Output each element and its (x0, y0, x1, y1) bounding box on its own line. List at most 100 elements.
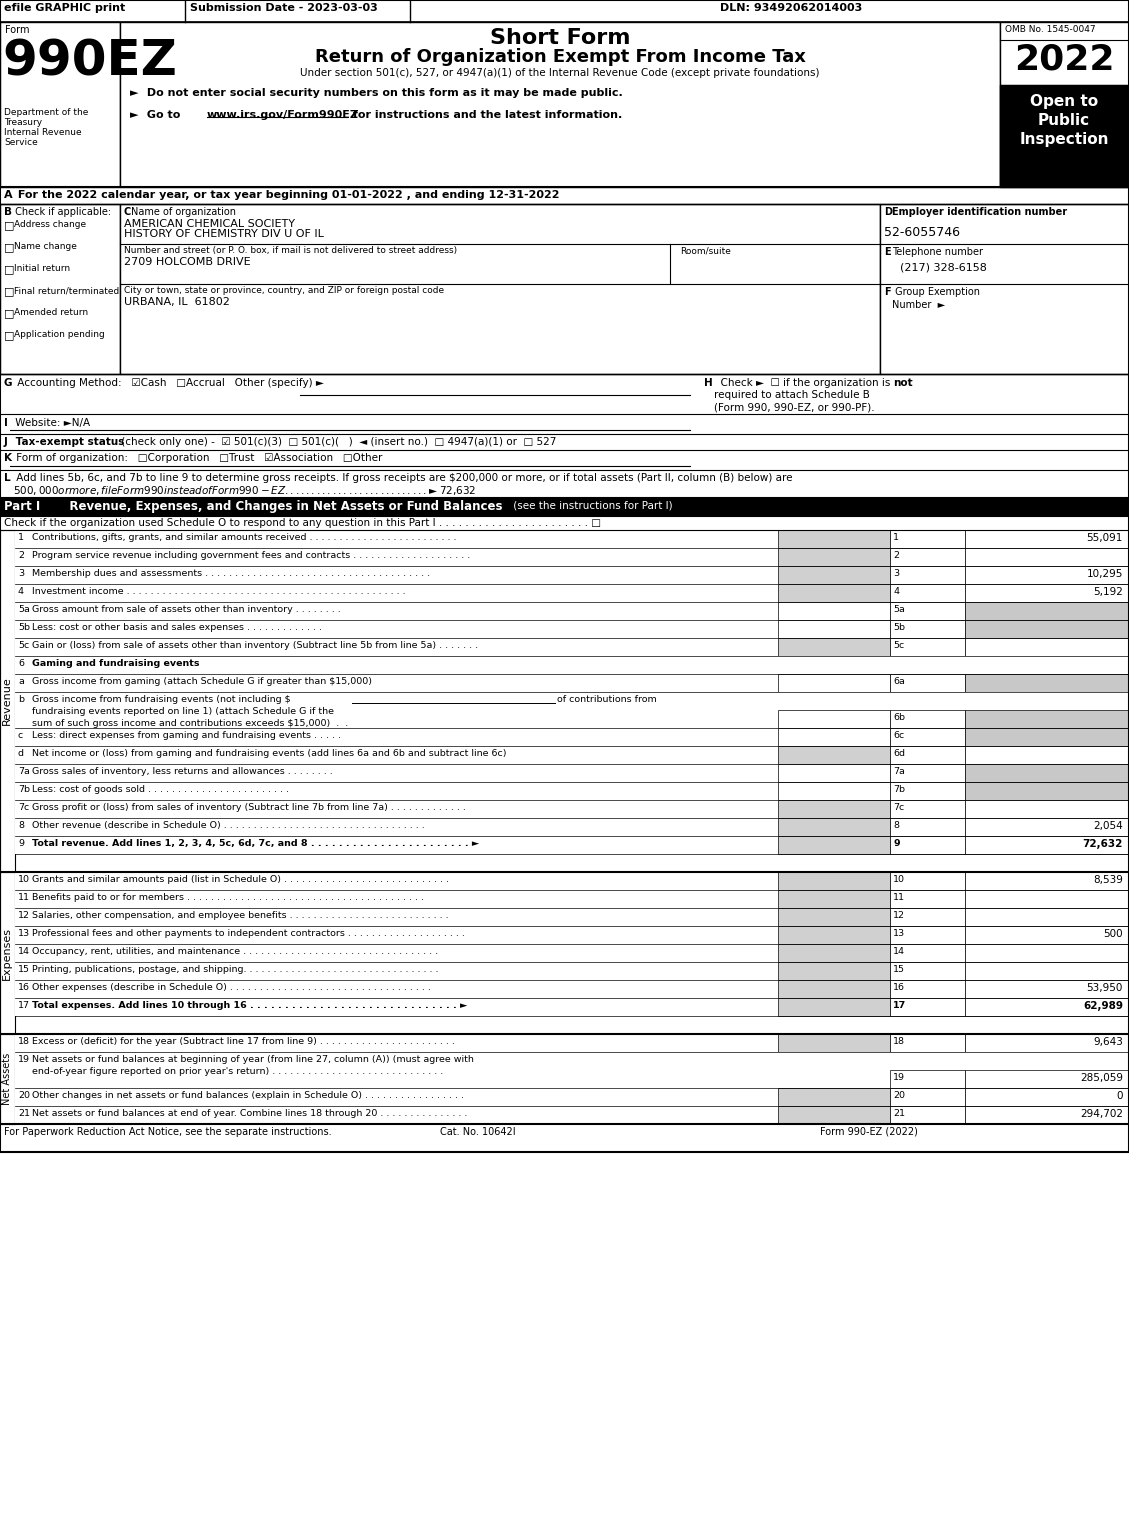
Text: 3: 3 (18, 569, 24, 578)
Text: a: a (18, 677, 24, 686)
Bar (778, 944, 890, 962)
Bar (890, 872, 965, 891)
Text: 11: 11 (893, 894, 905, 901)
Bar (890, 637, 965, 656)
Text: Application pending: Application pending (14, 329, 105, 339)
Bar (778, 1106, 890, 1124)
Bar (15, 674, 1129, 692)
Bar (15, 621, 1129, 637)
Text: Gross amount from sale of assets other than inventory . . . . . . . .: Gross amount from sale of assets other t… (32, 605, 341, 615)
Bar (15, 997, 1129, 1016)
Bar (890, 764, 965, 782)
Bar (778, 801, 890, 817)
Text: C: C (124, 207, 131, 217)
Text: 2: 2 (893, 551, 899, 560)
Text: Name change: Name change (14, 242, 77, 252)
Bar (890, 891, 965, 907)
Text: Form: Form (5, 24, 29, 35)
Bar (15, 656, 1129, 674)
Text: Accounting Method:   ☑Cash   □Accrual   Other (specify) ►: Accounting Method: ☑Cash □Accrual Other … (14, 378, 324, 387)
Text: Other changes in net assets or fund balances (explain in Schedule O) . . . . . .: Other changes in net assets or fund bala… (32, 1090, 464, 1100)
Bar (15, 692, 1129, 746)
Bar (965, 782, 1129, 801)
Bar (1000, 21, 1129, 188)
Bar (965, 1071, 1129, 1087)
Text: Check if the organization used Schedule O to respond to any question in this Par: Check if the organization used Schedule … (5, 518, 601, 528)
Text: Gross income from fundraising events (not including $: Gross income from fundraising events (no… (32, 695, 290, 705)
Text: 6c: 6c (893, 730, 904, 740)
Text: Submission Date - 2023-03-03: Submission Date - 2023-03-03 (190, 3, 378, 14)
Text: URBANA, IL  61802: URBANA, IL 61802 (124, 297, 230, 307)
Text: 2022: 2022 (1014, 43, 1114, 76)
Text: 18: 18 (18, 1037, 30, 1046)
Bar (778, 746, 890, 764)
Text: Less: cost of goods sold . . . . . . . . . . . . . . . . . . . . . . . .: Less: cost of goods sold . . . . . . . .… (32, 785, 289, 795)
Text: 1: 1 (18, 534, 24, 541)
Text: 53,950: 53,950 (1086, 984, 1123, 993)
Text: 14: 14 (893, 947, 905, 956)
Text: 3: 3 (893, 569, 899, 578)
Text: 12: 12 (18, 910, 30, 920)
Text: Internal Revenue: Internal Revenue (5, 128, 81, 137)
Text: Less: direct expenses from gaming and fundraising events . . . . .: Less: direct expenses from gaming and fu… (32, 730, 341, 740)
Bar (890, 926, 965, 944)
Bar (15, 944, 1129, 962)
Bar (965, 1087, 1129, 1106)
Text: Website: ►N/A: Website: ►N/A (12, 418, 90, 429)
Text: Program service revenue including government fees and contracts . . . . . . . . : Program service revenue including govern… (32, 551, 471, 560)
Text: Check ►  ☐ if the organization is: Check ► ☐ if the organization is (714, 378, 894, 387)
Text: 5b: 5b (18, 624, 30, 631)
Text: Number and street (or P. O. box, if mail is not delivered to street address): Number and street (or P. O. box, if mail… (124, 246, 457, 255)
Bar (15, 1034, 1129, 1052)
Bar (15, 872, 1129, 891)
Bar (965, 584, 1129, 602)
Text: 6b: 6b (893, 714, 905, 721)
Text: Expenses: Expenses (2, 927, 12, 979)
Text: Gaming and fundraising events: Gaming and fundraising events (32, 659, 200, 668)
Text: 16: 16 (893, 984, 905, 991)
Bar (778, 637, 890, 656)
Text: Treasury: Treasury (5, 117, 42, 127)
Text: 2: 2 (18, 551, 24, 560)
Text: 10,295: 10,295 (1086, 569, 1123, 580)
Bar (965, 1034, 1129, 1052)
Text: □: □ (5, 242, 15, 252)
Bar (778, 817, 890, 836)
Text: A: A (5, 191, 12, 200)
Bar (0, 872, 15, 1034)
Bar (890, 566, 965, 584)
Bar (778, 531, 890, 547)
Bar (15, 602, 1129, 621)
Text: Contributions, gifts, grants, and similar amounts received . . . . . . . . . . .: Contributions, gifts, grants, and simila… (32, 534, 456, 541)
Text: 14: 14 (18, 947, 30, 956)
Text: required to attach Schedule B: required to attach Schedule B (714, 390, 869, 400)
Text: City or town, state or province, country, and ZIP or foreign postal code: City or town, state or province, country… (124, 287, 444, 294)
Text: 9: 9 (18, 839, 24, 848)
Text: 19: 19 (18, 1055, 30, 1064)
Bar (890, 836, 965, 854)
Text: 15: 15 (18, 965, 30, 974)
Text: 11: 11 (18, 894, 30, 901)
Text: Gain or (loss) from sale of assets other than inventory (Subtract line 5b from l: Gain or (loss) from sale of assets other… (32, 640, 478, 650)
Text: Address change: Address change (14, 220, 86, 229)
Bar (0, 0, 1129, 21)
Bar (120, 21, 1000, 188)
Bar (15, 782, 1129, 801)
Bar (120, 204, 879, 374)
Bar (890, 981, 965, 997)
Text: 500: 500 (1103, 929, 1123, 939)
Text: Net assets or fund balances at end of year. Combine lines 18 through 20 . . . . : Net assets or fund balances at end of ye… (32, 1109, 467, 1118)
Text: 5,192: 5,192 (1093, 587, 1123, 596)
Bar (890, 997, 965, 1016)
Text: F: F (884, 287, 891, 297)
Text: 17: 17 (18, 1000, 30, 1010)
Bar (965, 891, 1129, 907)
Text: of contributions from: of contributions from (557, 695, 657, 705)
Text: 4: 4 (18, 587, 24, 596)
Bar (890, 817, 965, 836)
Bar (890, 727, 965, 746)
Text: Short Form: Short Form (490, 27, 630, 47)
Bar (890, 711, 965, 727)
Bar (0, 21, 120, 188)
Text: H: H (704, 378, 712, 387)
